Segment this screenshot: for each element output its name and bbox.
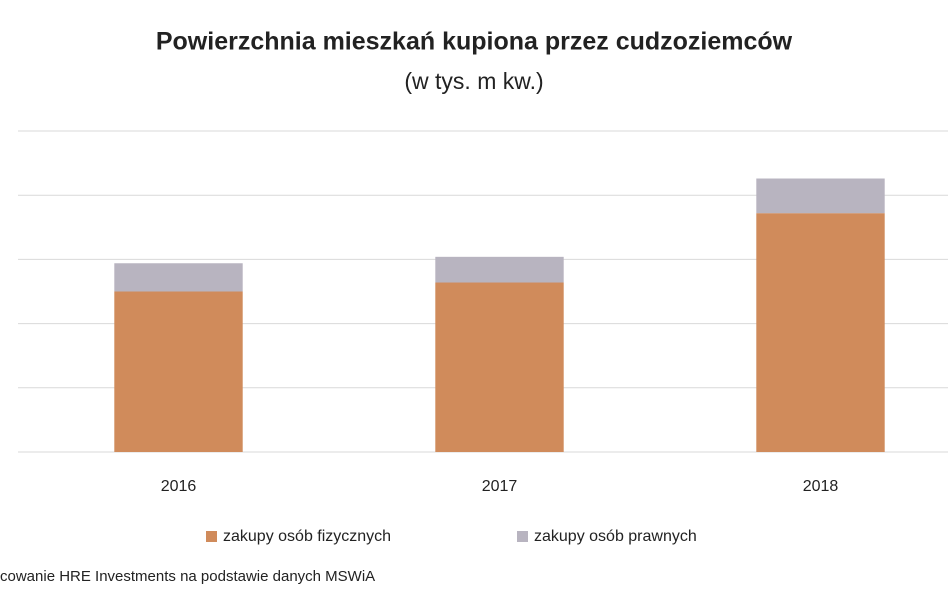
- legend-label: zakupy osób fizycznych: [223, 528, 391, 545]
- bar-segment: [435, 282, 564, 452]
- legend-swatch: [206, 531, 217, 542]
- bar-segment: [435, 256, 564, 283]
- x-tick-label: 2018: [803, 478, 839, 495]
- chart-subtitle: (w tys. m kw.): [404, 68, 543, 94]
- x-tick-label: 2017: [482, 478, 518, 495]
- bar-segment: [114, 291, 243, 452]
- bar-segment: [114, 263, 243, 292]
- bar-segment: [756, 213, 885, 452]
- legend-label: zakupy osób prawnych: [534, 528, 697, 545]
- source-note: cowanie HRE Investments na podstawie dan…: [0, 568, 375, 585]
- bar-segment: [756, 178, 885, 214]
- chart-title: Powierzchnia mieszkań kupiona przez cudz…: [156, 28, 793, 56]
- x-tick-label: 2016: [161, 478, 197, 495]
- legend-swatch: [517, 531, 528, 542]
